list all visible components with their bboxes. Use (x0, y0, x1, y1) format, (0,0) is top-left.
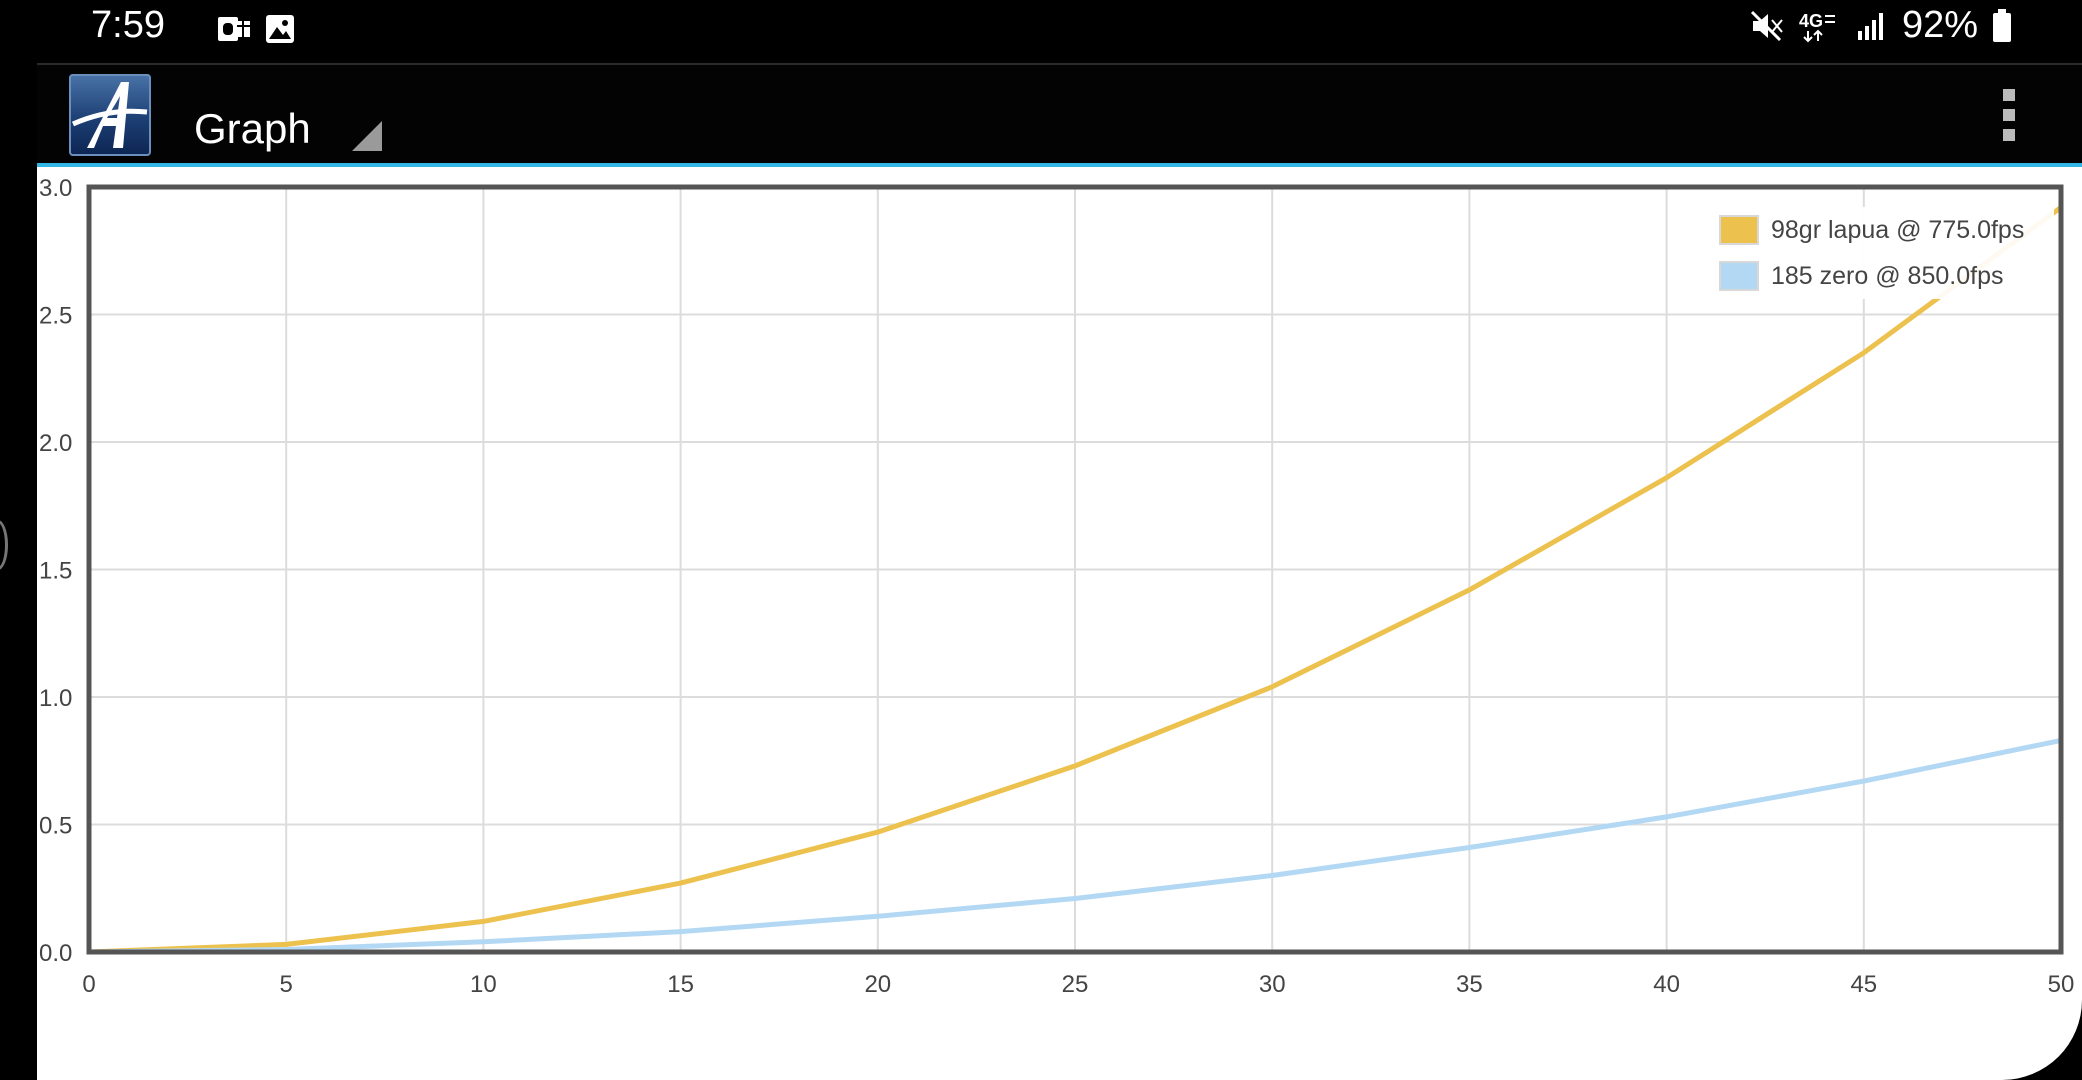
mute-icon (1750, 10, 1783, 41)
x-tick-label: 15 (667, 971, 694, 998)
x-axis-ticks: 0 5 10 15 20 25 30 35 40 45 50 (82, 971, 2074, 998)
legend-label-zero: 185 zero @ 850.0fps (1771, 261, 2004, 290)
x-tick-label: 50 (2048, 971, 2075, 998)
trajectory-chart: 0.0 0.5 1.0 1.5 2.0 2.5 3.0 0 5 10 15 20 25 30 35 40 45… (39, 175, 2074, 998)
x-tick-label: 20 (864, 971, 891, 998)
y-tick-label: 2.0 (39, 430, 72, 457)
chart-series (86, 204, 2064, 955)
x-tick-label: 35 (1456, 971, 1483, 998)
y-tick-label: 1.5 (39, 558, 72, 585)
chart-grid (88, 186, 2062, 953)
lte-icon: 4G (1799, 11, 1835, 42)
chart-legend: 98gr lapua @ 775.0fps 185 zero @ 850.0fp… (1719, 207, 2054, 299)
y-tick-label: 2.5 (39, 303, 72, 330)
status-divider (37, 63, 2082, 65)
spinner-dropdown-icon[interactable] (352, 121, 382, 151)
app-logo-icon[interactable] (69, 74, 151, 156)
y-tick-label: 3.0 (39, 175, 72, 202)
x-tick-label: 25 (1062, 971, 1089, 998)
legend-entry-zero: 185 zero @ 850.0fps (1719, 253, 2054, 299)
y-axis-ticks: 0.0 0.5 1.0 1.5 2.0 2.5 3.0 (39, 175, 72, 967)
outlook-icon (218, 17, 250, 41)
screen-edge-arc (0, 520, 8, 570)
gallery-icon (266, 15, 294, 43)
status-left-icons (217, 14, 295, 44)
legend-swatch-lapua (1719, 215, 1759, 245)
battery-icon (1993, 8, 2011, 42)
status-bar: 7:59 4G (37, 0, 2082, 63)
x-tick-label: 0 (82, 971, 95, 998)
plot-frame (86, 184, 2064, 955)
overflow-menu-icon[interactable] (1994, 87, 2024, 143)
y-tick-label: 0.0 (39, 940, 72, 967)
x-tick-label: 45 (1850, 971, 1877, 998)
app-bar: Graph (37, 65, 2082, 163)
series-line-0 (86, 204, 2064, 955)
graph-panel: 0.0 0.5 1.0 1.5 2.0 2.5 3.0 0 5 10 15 20 25 30 35 40 45… (37, 167, 2082, 1080)
legend-swatch-zero (1719, 261, 1759, 291)
app-bar-accent-line (37, 163, 2082, 167)
status-time: 7:59 (91, 4, 165, 46)
x-tick-label: 10 (470, 971, 497, 998)
y-tick-label: 0.5 (39, 813, 72, 840)
signal-icon (1857, 12, 1883, 40)
y-tick-label: 1.0 (39, 685, 72, 712)
legend-label-lapua: 98gr lapua @ 775.0fps (1771, 215, 2025, 244)
x-tick-label: 40 (1653, 971, 1680, 998)
status-right-icons: 4G 92% (1750, 4, 2012, 47)
x-tick-label: 5 (280, 971, 293, 998)
x-tick-label: 30 (1259, 971, 1286, 998)
battery-percentage: 92% (1901, 4, 1978, 46)
series-line-1 (86, 737, 2064, 955)
app-title[interactable]: Graph (194, 105, 311, 152)
svg-text:4G: 4G (1799, 11, 1823, 31)
legend-entry-lapua: 98gr lapua @ 775.0fps (1719, 207, 2054, 253)
